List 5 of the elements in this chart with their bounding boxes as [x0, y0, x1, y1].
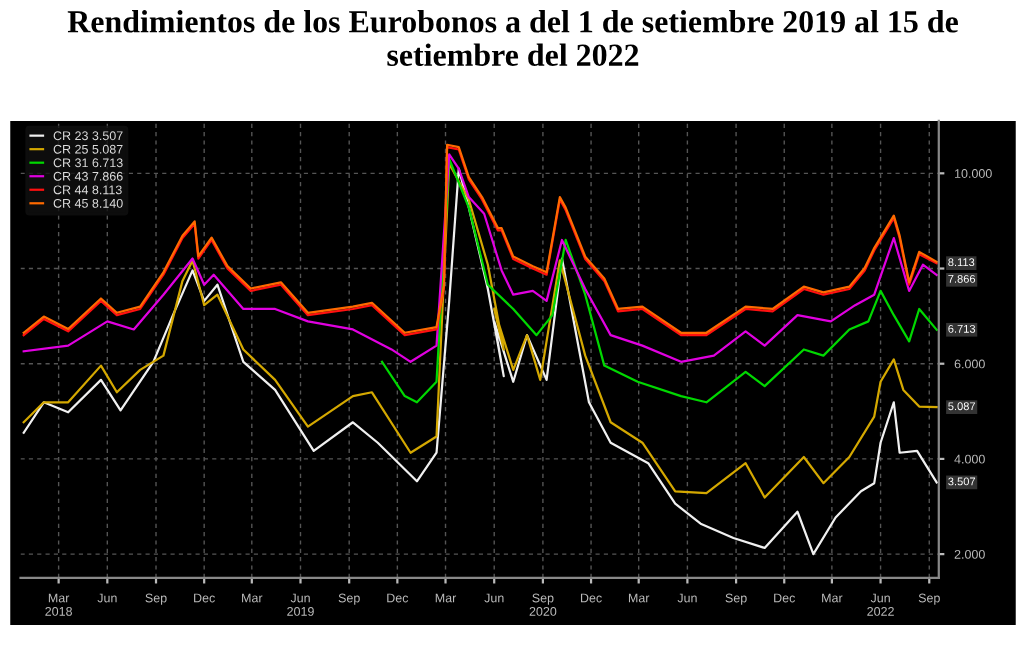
- line-series: [22, 167, 938, 556]
- line-series: [22, 153, 938, 363]
- chart-title: Rendimientos de los Eurobonos a del 1 de setiembre 2019 al 15 de setiembre del 2022: [67, 10, 958, 66]
- line-series: [22, 162, 938, 499]
- line-series: [380, 157, 938, 404]
